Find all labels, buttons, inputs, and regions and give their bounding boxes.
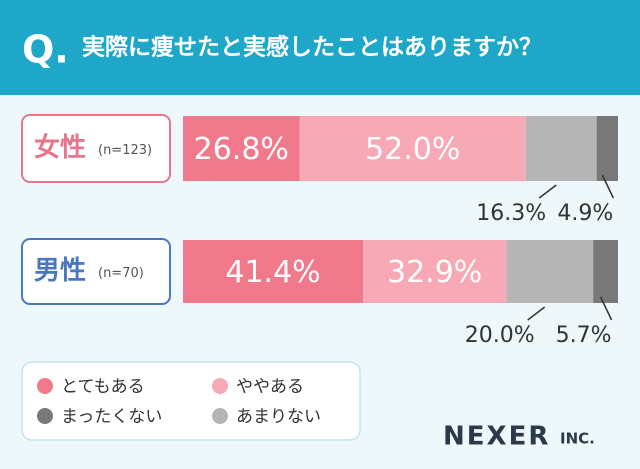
legend-swatch: [37, 378, 53, 394]
legend-box: [21, 361, 361, 441]
category-note: (n=70): [98, 266, 144, 281]
bar-segment: [596, 116, 618, 181]
question-marker: Q.: [22, 28, 69, 72]
value-label: 5.7%: [556, 323, 612, 348]
legend-swatch: [212, 378, 228, 394]
bar-segment: [183, 116, 300, 181]
category-box: [21, 114, 171, 183]
legend-label: ややある: [236, 377, 304, 397]
legend-label: あまりない: [236, 407, 321, 427]
category-box: [21, 238, 171, 305]
leader-line: [527, 306, 546, 321]
value-label: 52.0%: [365, 132, 460, 167]
brand-name: NEXER: [443, 422, 550, 452]
value-label: 4.9%: [557, 201, 613, 226]
value-label: 41.4%: [225, 255, 320, 290]
leader-line: [601, 174, 615, 199]
category-note: (n=123): [98, 143, 152, 158]
bar-segment: [363, 240, 507, 303]
value-label: 32.9%: [387, 255, 482, 290]
bar-segment: [525, 116, 597, 181]
leader-line: [599, 296, 613, 321]
bar-segment: [183, 240, 364, 303]
header: [0, 0, 640, 95]
value-label: 16.3%: [476, 201, 546, 226]
category-label: 男性: [34, 256, 86, 286]
legend-label: とてもある: [61, 377, 145, 397]
bar-segment: [506, 240, 594, 303]
leader-line: [538, 184, 557, 199]
value-label: 26.8%: [194, 132, 289, 167]
bar-segment: [593, 240, 618, 303]
legend-swatch: [212, 408, 228, 424]
legend-label: まったくない: [61, 407, 162, 427]
category-label: 女性: [34, 132, 86, 163]
chart-title: 実際に痩せたと実感したことはありますか？: [82, 34, 542, 61]
value-label: 20.0%: [465, 323, 535, 348]
legend-swatch: [37, 408, 53, 424]
bar-segment: [299, 116, 526, 181]
brand-suffix: INC.: [560, 430, 595, 448]
